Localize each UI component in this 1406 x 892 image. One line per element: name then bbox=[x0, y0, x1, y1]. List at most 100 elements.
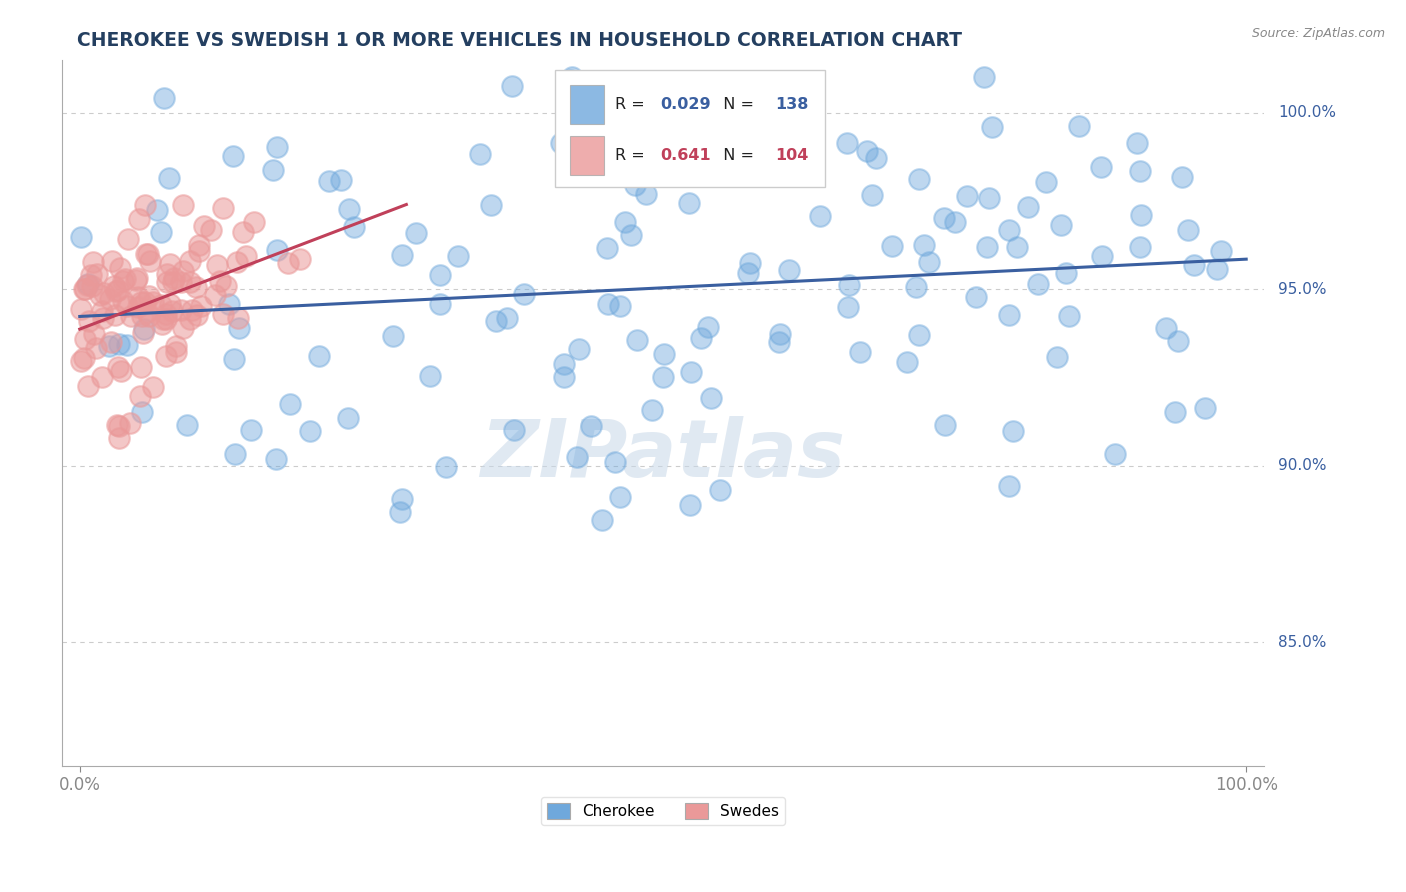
Point bbox=[111, 275, 134, 289]
Point bbox=[215, 279, 238, 293]
Point bbox=[142, 380, 165, 394]
Point bbox=[70, 230, 93, 244]
Point bbox=[155, 312, 177, 326]
Point bbox=[211, 307, 233, 321]
Point bbox=[138, 289, 160, 303]
Point bbox=[186, 280, 208, 294]
Point bbox=[447, 249, 470, 263]
Point bbox=[107, 359, 129, 374]
Text: 95.0%: 95.0% bbox=[1278, 282, 1327, 297]
Point bbox=[838, 277, 860, 292]
Point bbox=[1050, 219, 1073, 233]
Point bbox=[70, 354, 93, 368]
Point bbox=[288, 252, 311, 267]
Point bbox=[112, 293, 135, 308]
Point bbox=[778, 263, 800, 277]
Point bbox=[107, 419, 129, 434]
Point bbox=[139, 254, 162, 268]
Point bbox=[181, 303, 204, 318]
Point bbox=[156, 275, 179, 289]
Point bbox=[912, 238, 935, 252]
Point bbox=[266, 140, 288, 154]
Point bbox=[100, 334, 122, 349]
Point bbox=[179, 312, 201, 326]
Point bbox=[626, 333, 648, 347]
Point bbox=[918, 255, 941, 269]
Point bbox=[155, 307, 177, 321]
Point bbox=[808, 209, 831, 223]
Point bbox=[513, 286, 536, 301]
Point bbox=[98, 292, 121, 306]
Point bbox=[1209, 244, 1232, 258]
Point bbox=[835, 136, 858, 150]
Point bbox=[162, 275, 184, 289]
Point bbox=[104, 284, 127, 298]
Point bbox=[434, 460, 457, 475]
Point bbox=[190, 299, 212, 313]
Point bbox=[641, 402, 664, 417]
Point bbox=[330, 173, 353, 187]
Point bbox=[224, 351, 246, 366]
Point bbox=[83, 326, 105, 341]
Legend: Cherokee, Swedes: Cherokee, Swedes bbox=[541, 797, 785, 825]
Point bbox=[135, 305, 157, 319]
Point bbox=[125, 271, 148, 285]
Point bbox=[907, 171, 929, 186]
Point bbox=[97, 339, 120, 353]
Point bbox=[204, 288, 226, 302]
Point bbox=[681, 366, 703, 380]
Text: 138: 138 bbox=[775, 97, 808, 112]
Point bbox=[172, 264, 194, 278]
Point bbox=[128, 211, 150, 226]
Point bbox=[103, 279, 125, 293]
Point bbox=[131, 326, 153, 340]
Point bbox=[107, 418, 129, 433]
Point bbox=[277, 256, 299, 270]
Point bbox=[129, 389, 152, 403]
Point bbox=[134, 295, 156, 310]
Point bbox=[337, 202, 360, 216]
Point bbox=[108, 261, 131, 276]
Point bbox=[165, 345, 187, 359]
Point bbox=[73, 351, 96, 365]
Point bbox=[75, 282, 97, 296]
Point bbox=[976, 240, 998, 254]
Point bbox=[70, 302, 93, 317]
Point bbox=[120, 309, 142, 323]
Point bbox=[1002, 424, 1025, 438]
Point bbox=[337, 411, 360, 425]
Point bbox=[679, 498, 702, 512]
Point bbox=[583, 124, 606, 138]
Point bbox=[299, 424, 322, 438]
Point bbox=[104, 308, 127, 322]
Point bbox=[1182, 258, 1205, 272]
Point bbox=[89, 288, 111, 302]
Point bbox=[965, 290, 987, 304]
Point bbox=[159, 297, 181, 311]
Point bbox=[179, 275, 201, 289]
Point bbox=[1129, 208, 1152, 222]
Point bbox=[77, 378, 100, 392]
Point bbox=[614, 215, 637, 229]
Point bbox=[108, 336, 131, 351]
Point bbox=[218, 297, 240, 311]
Point bbox=[80, 268, 103, 282]
Point bbox=[561, 70, 583, 85]
Point bbox=[228, 321, 250, 335]
Text: R =: R = bbox=[614, 148, 650, 163]
Point bbox=[91, 304, 114, 318]
Point bbox=[553, 357, 575, 371]
Point bbox=[1194, 401, 1216, 416]
Point bbox=[152, 311, 174, 326]
Text: CHEROKEE VS SWEDISH 1 OR MORE VEHICLES IN HOUSEHOLD CORRELATION CHART: CHEROKEE VS SWEDISH 1 OR MORE VEHICLES I… bbox=[77, 31, 962, 50]
Point bbox=[232, 226, 254, 240]
Point bbox=[956, 188, 979, 202]
Point bbox=[997, 478, 1019, 492]
Point bbox=[568, 342, 591, 356]
Point bbox=[129, 360, 152, 375]
Point bbox=[429, 297, 451, 311]
Point bbox=[117, 232, 139, 246]
Point bbox=[136, 247, 159, 261]
Point bbox=[225, 255, 247, 269]
Point bbox=[1206, 261, 1229, 276]
